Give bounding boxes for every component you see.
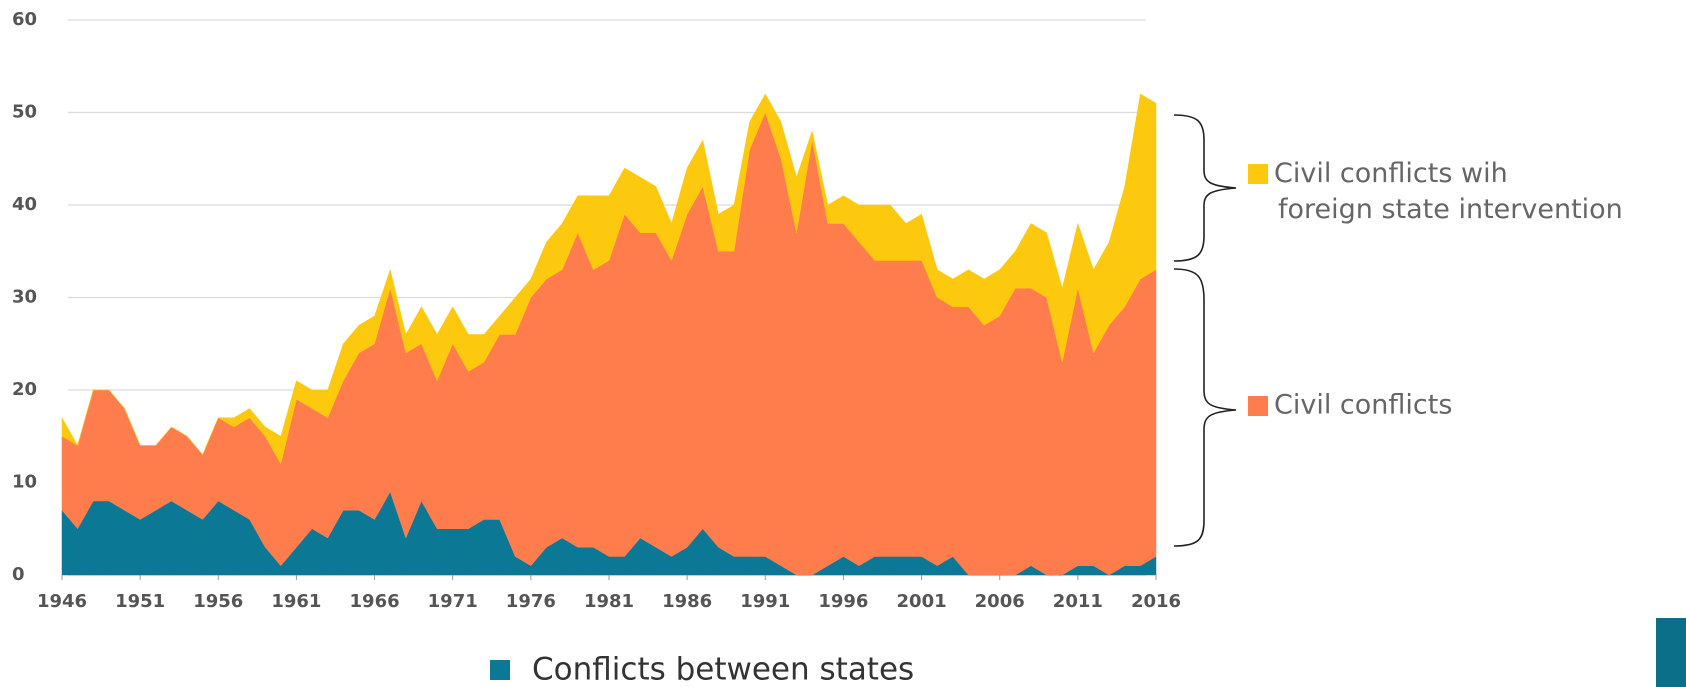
legend-label: Conflicts between states: [532, 652, 914, 687]
y-tick-label: 10: [12, 472, 37, 493]
legend: Conflicts between states Civil conflicts …: [490, 158, 1623, 687]
y-tick-label: 30: [12, 287, 37, 308]
area: [61, 111, 1157, 576]
x-tick-label: 2006: [975, 591, 1025, 612]
x-tick-label: 1981: [584, 591, 634, 612]
x-tick-label: 2011: [1053, 591, 1103, 612]
legend-label: Civil conflicts wih foreign state interv…: [1274, 158, 1623, 225]
x-tick-label: 1946: [37, 591, 87, 612]
legend-swatch: [1248, 396, 1268, 416]
y-tick-label: 0: [12, 564, 25, 585]
legend-label: Civil conflicts: [1274, 390, 1452, 421]
x-tick-label: 1991: [740, 591, 790, 612]
x-tick-label: 1961: [271, 591, 321, 612]
y-tick-label: 50: [12, 102, 37, 123]
x-tick-label: 2016: [1131, 591, 1181, 612]
legend-swatch: [1248, 164, 1268, 184]
y-tick-label: 60: [12, 9, 37, 30]
x-tick-label: 1971: [428, 591, 478, 612]
y-tick-label: 20: [12, 379, 37, 400]
brace: [1173, 114, 1237, 262]
x-tick-label: 1986: [662, 591, 712, 612]
ticks: 0 10 20 30 40 50 60 1946 1951 1956 1961 1966 1971 197…: [12, 9, 1181, 612]
y-tick-label: 40: [12, 194, 37, 215]
x-tick-label: 1996: [818, 591, 868, 612]
x-tick-label: 1976: [506, 591, 556, 612]
corner-block: [1656, 618, 1686, 687]
x-tick-label: 1951: [115, 591, 165, 612]
area: [61, 93, 1157, 465]
brace: [1173, 268, 1237, 547]
areas: [61, 93, 1157, 576]
x-tick-label: 1966: [350, 591, 400, 612]
legend-swatch: [490, 660, 510, 680]
x-tick-label: 1956: [193, 591, 243, 612]
x-tick-label: 2001: [897, 591, 947, 612]
